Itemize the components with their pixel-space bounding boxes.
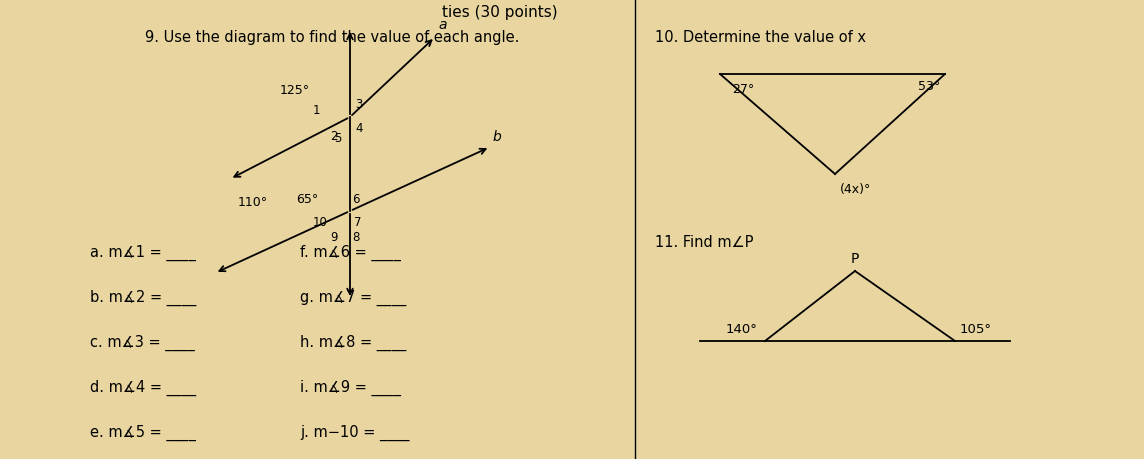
Text: 10. Determine the value of x: 10. Determine the value of x bbox=[656, 30, 866, 45]
Text: 10: 10 bbox=[313, 215, 328, 228]
Text: 105°: 105° bbox=[960, 322, 992, 335]
Text: c. m∡3 = ____: c. m∡3 = ____ bbox=[90, 334, 194, 350]
Text: f. m∡6 = ____: f. m∡6 = ____ bbox=[300, 245, 400, 261]
Text: b: b bbox=[493, 130, 502, 144]
Text: a: a bbox=[438, 18, 446, 32]
Text: 9. Use the diagram to find the value of each angle.: 9. Use the diagram to find the value of … bbox=[145, 30, 519, 45]
Text: 2: 2 bbox=[331, 130, 337, 143]
Text: 27°: 27° bbox=[732, 83, 754, 96]
Text: 53°: 53° bbox=[917, 80, 940, 93]
Text: P: P bbox=[851, 252, 859, 265]
Text: 8: 8 bbox=[352, 231, 359, 244]
Text: i. m∡9 = ____: i. m∡9 = ____ bbox=[300, 379, 402, 395]
Text: 3: 3 bbox=[355, 98, 363, 111]
Text: e. m∡5 = ____: e. m∡5 = ____ bbox=[90, 424, 196, 440]
Text: 125°: 125° bbox=[280, 84, 310, 96]
Text: (4x)°: (4x)° bbox=[840, 183, 872, 196]
Text: 7: 7 bbox=[353, 215, 362, 228]
Text: d. m∡4 = ____: d. m∡4 = ____ bbox=[90, 379, 196, 395]
Text: 65°: 65° bbox=[296, 193, 318, 206]
Text: 110°: 110° bbox=[238, 195, 268, 208]
Text: 140°: 140° bbox=[725, 322, 757, 335]
Text: j. m−10 = ____: j. m−10 = ____ bbox=[300, 424, 410, 440]
Text: 11. Find m∠P: 11. Find m∠P bbox=[656, 235, 754, 249]
Text: a. m∡1 = ____: a. m∡1 = ____ bbox=[90, 245, 196, 261]
Text: h. m∡8 = ____: h. m∡8 = ____ bbox=[300, 334, 406, 350]
Text: b. m∡2 = ____: b. m∡2 = ____ bbox=[90, 289, 197, 306]
Text: ties (30 points): ties (30 points) bbox=[443, 5, 558, 20]
Text: 5: 5 bbox=[335, 132, 342, 145]
Text: g. m∡7 = ____: g. m∡7 = ____ bbox=[300, 289, 406, 306]
Text: 9: 9 bbox=[331, 231, 337, 244]
Text: 6: 6 bbox=[352, 193, 359, 206]
Text: 1: 1 bbox=[312, 103, 320, 116]
Text: 4: 4 bbox=[355, 122, 363, 134]
